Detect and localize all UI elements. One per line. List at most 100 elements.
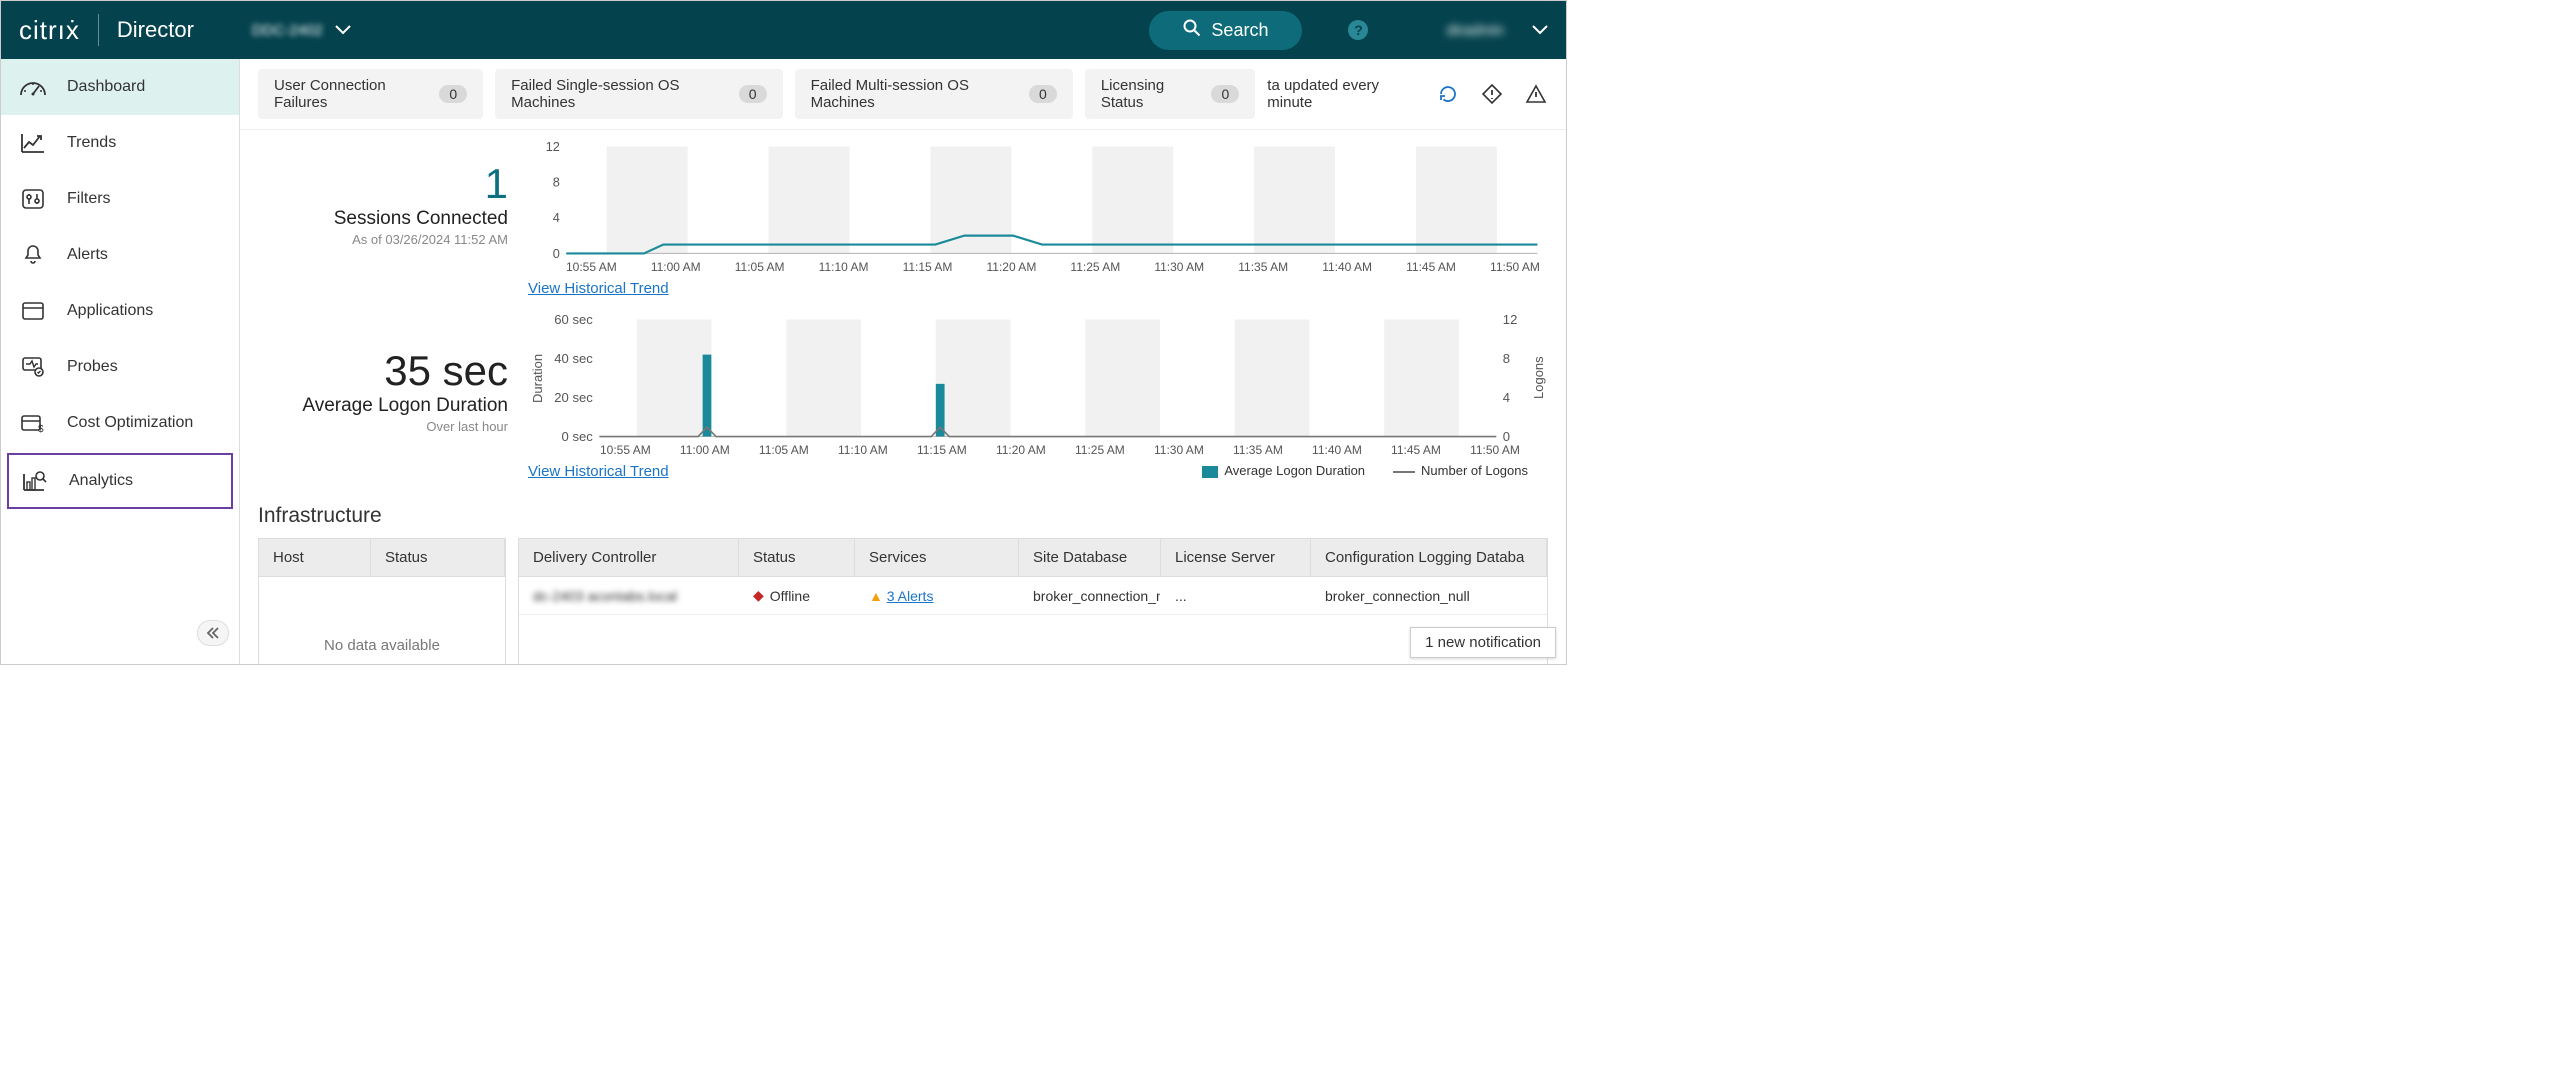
notification-toast[interactable]: 1 new notification: [1410, 627, 1556, 658]
sidebar: Dashboard Trends Filters Alerts: [1, 59, 240, 664]
site-selector[interactable]: DDC-2402: [252, 22, 323, 39]
sessions-chart: 04812: [528, 140, 1548, 260]
sessions-panel: 1 Sessions Connected As of 03/26/2024 11…: [258, 130, 1548, 303]
th-configlog: Configuration Logging Databa: [1311, 539, 1547, 576]
chart-xlabels: 10:55 AM11:00 AM11:05 AM11:10 AM11:15 AM…: [528, 260, 1548, 274]
sidebar-item-trends[interactable]: Trends: [1, 115, 239, 171]
cell-status: ◆ Offline: [739, 579, 855, 612]
pill-failed-single-session[interactable]: Failed Single-session OS Machines 0: [495, 69, 782, 119]
cell-license: ...: [1161, 580, 1311, 612]
pill-failed-multi-session[interactable]: Failed Multi-session OS Machines 0: [795, 69, 1073, 119]
update-text: ta updated every minute: [1267, 77, 1416, 111]
logon-chart: 0 sec20 sec40 sec60 sec04812: [547, 313, 1529, 443]
svg-text:60 sec: 60 sec: [554, 313, 593, 327]
svg-text:0: 0: [1503, 429, 1510, 443]
svg-text:4: 4: [1503, 390, 1510, 405]
sidebar-item-label: Cost Optimization: [67, 414, 193, 432]
sidebar-item-label: Alerts: [67, 246, 108, 264]
sidebar-item-label: Analytics: [69, 472, 133, 490]
infrastructure-title: Infrastructure: [258, 486, 1548, 538]
svg-text:8: 8: [1503, 351, 1510, 366]
bell-icon: [19, 243, 47, 267]
sidebar-item-applications[interactable]: Applications: [1, 283, 239, 339]
help-icon[interactable]: ?: [1348, 20, 1368, 40]
svg-text:$: $: [38, 424, 44, 434]
user-menu[interactable]: diradmin: [1446, 22, 1548, 39]
refresh-icon[interactable]: [1436, 81, 1460, 107]
pill-licensing-status[interactable]: Licensing Status 0: [1085, 69, 1255, 119]
top-header: citrıẋ Director DDC-2402 Search ? diradm…: [1, 1, 1566, 59]
collapse-sidebar-button[interactable]: [197, 620, 229, 646]
host-table: Host Status No data available: [258, 538, 506, 664]
chevron-down-icon[interactable]: [335, 22, 351, 38]
ylabel-left: Duration: [528, 313, 547, 443]
pill-label: Failed Multi-session OS Machines: [811, 77, 1017, 111]
infrastructure-tables: Host Status No data available Delivery C…: [258, 538, 1548, 664]
controller-table: Delivery Controller Status Services Site…: [518, 538, 1548, 664]
svg-text:20 sec: 20 sec: [554, 390, 593, 405]
historical-trend-link[interactable]: View Historical Trend: [528, 457, 669, 480]
user-name: diradmin: [1446, 22, 1504, 39]
diamond-alert-icon[interactable]: [1480, 81, 1504, 107]
sidebar-item-filters[interactable]: Filters: [1, 171, 239, 227]
svg-text:8: 8: [553, 174, 560, 189]
gauge-icon: [19, 75, 47, 99]
pill-label: User Connection Failures: [274, 77, 427, 111]
dollar-icon: $: [19, 411, 47, 435]
chevron-down-icon: [1532, 22, 1548, 38]
sliders-icon: [19, 187, 47, 211]
sidebar-item-probes[interactable]: Probes: [1, 339, 239, 395]
sidebar-item-alerts[interactable]: Alerts: [1, 227, 239, 283]
cell-dc: dc-2403 acontabs.local: [519, 580, 739, 612]
sidebar-item-label: Applications: [67, 302, 153, 320]
sidebar-item-cost-optimization[interactable]: $ Cost Optimization: [1, 395, 239, 451]
svg-text:12: 12: [546, 140, 560, 154]
triangle-alert-icon[interactable]: [1524, 81, 1548, 107]
logon-label: Average Logon Duration: [258, 395, 508, 417]
search-icon: [1183, 19, 1201, 42]
pill-label: Licensing Status: [1101, 77, 1200, 111]
cell-configlog: broker_connection_null: [1311, 580, 1547, 612]
search-button[interactable]: Search: [1149, 11, 1302, 50]
logon-sub: Over last hour: [258, 419, 508, 434]
services-alert-link[interactable]: 3 Alerts: [887, 588, 934, 604]
svg-text:4: 4: [553, 210, 560, 225]
error-diamond-icon: ◆: [753, 587, 764, 604]
brand-logo: citrıẋ: [19, 15, 80, 46]
legend-line: Number of Logons: [1393, 463, 1528, 478]
trend-icon: [19, 131, 47, 155]
th-host: Host: [259, 539, 371, 576]
th-dc: Delivery Controller: [519, 539, 739, 576]
sidebar-item-label: Trends: [67, 134, 116, 152]
legend-bar: Average Logon Duration: [1202, 463, 1365, 478]
sidebar-item-label: Filters: [67, 190, 111, 208]
table-row[interactable]: dc-2403 acontabs.local ◆ Offline ▲ 3 Ale…: [519, 577, 1547, 615]
sidebar-item-dashboard[interactable]: Dashboard: [1, 59, 239, 115]
sidebar-item-analytics[interactable]: Analytics: [7, 453, 233, 509]
pill-count: 0: [739, 85, 767, 103]
th-sitedb: Site Database: [1019, 539, 1161, 576]
sessions-value: 1: [258, 160, 508, 208]
historical-trend-link[interactable]: View Historical Trend: [528, 274, 669, 297]
warning-triangle-icon: ▲: [869, 588, 883, 604]
logon-value: 35 sec: [258, 347, 508, 395]
pill-label: Failed Single-session OS Machines: [511, 77, 727, 111]
analytics-icon: [21, 469, 49, 493]
sidebar-item-label: Dashboard: [67, 78, 145, 96]
chart-xlabels: 10:55 AM11:00 AM11:05 AM11:10 AM11:15 AM…: [528, 443, 1548, 457]
window-icon: [19, 299, 47, 323]
site-name: DDC-2402: [252, 22, 323, 39]
search-label: Search: [1211, 20, 1268, 41]
pill-count: 0: [1211, 85, 1239, 103]
probe-icon: [19, 355, 47, 379]
summary-pill-row: User Connection Failures 0 Failed Single…: [240, 59, 1566, 130]
th-license: License Server: [1161, 539, 1311, 576]
cell-services: ▲ 3 Alerts: [855, 580, 1019, 612]
svg-text:12: 12: [1503, 313, 1518, 327]
pill-user-connection-failures[interactable]: User Connection Failures 0: [258, 69, 483, 119]
th-status: Status: [739, 539, 855, 576]
no-data-text: No data available: [259, 577, 505, 664]
sessions-label: Sessions Connected: [258, 208, 508, 230]
app-title: Director: [117, 17, 194, 43]
header-divider: [98, 14, 99, 46]
